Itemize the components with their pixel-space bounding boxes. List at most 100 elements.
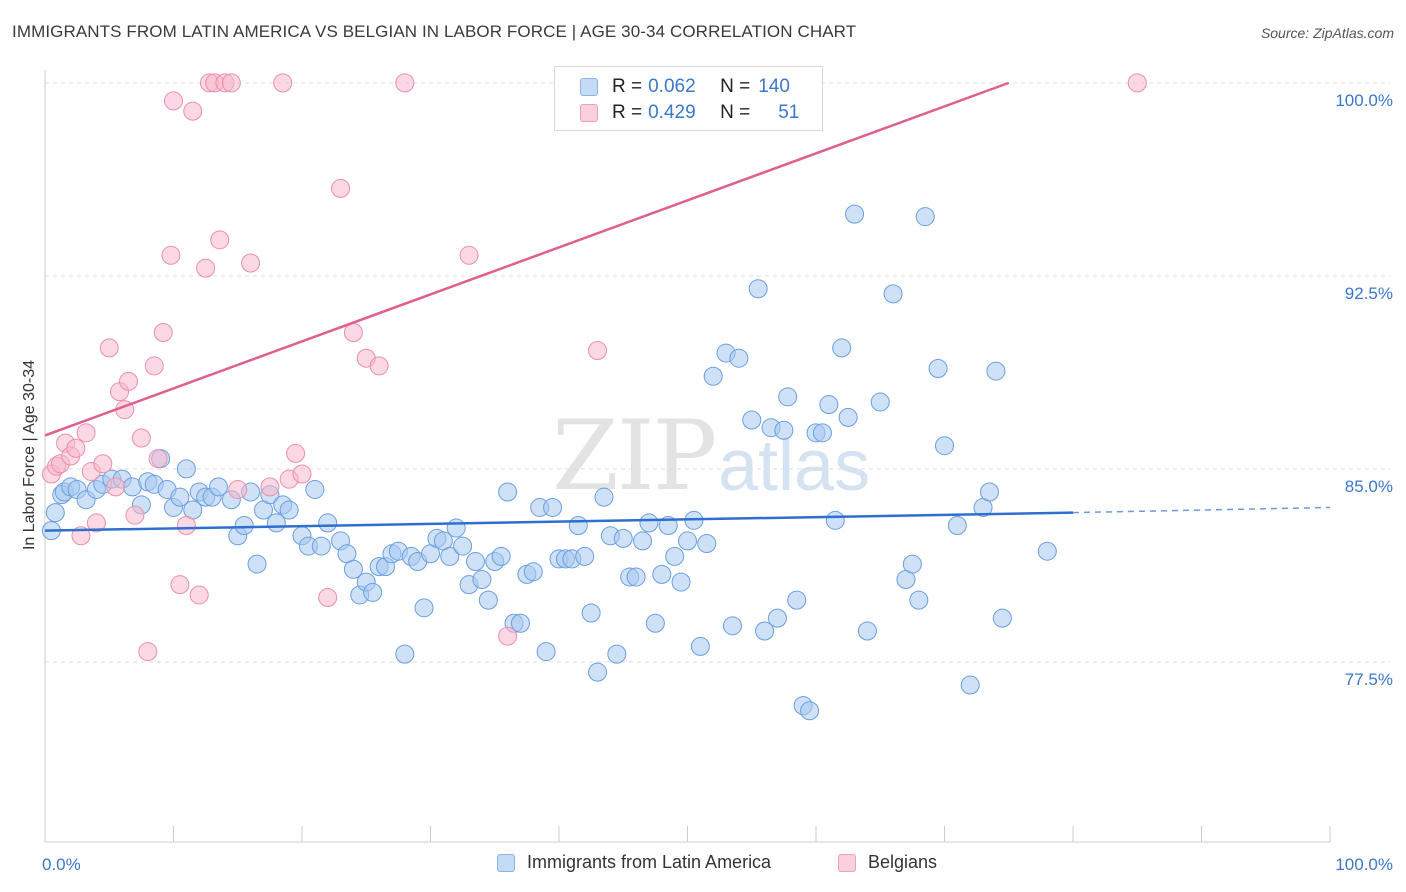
data-point-latin-america (690, 636, 710, 656)
data-point-latin-america (440, 546, 460, 566)
data-point-latin-america (395, 644, 415, 664)
data-point-latin-america (1037, 541, 1057, 561)
data-point-latin-america (755, 621, 775, 641)
data-point-belgians (99, 338, 119, 358)
data-point-latin-america (234, 515, 254, 535)
trend-lines (44, 81, 1331, 532)
data-point-latin-america (613, 528, 633, 548)
x-tick-label: 100.0% (1335, 855, 1393, 874)
y-tick-label: 85.0% (1345, 477, 1393, 496)
data-point-latin-america (247, 554, 267, 574)
legend-swatch-blue (497, 853, 515, 872)
y-tick-label: 100.0% (1335, 91, 1393, 110)
data-point-latin-america (870, 392, 890, 412)
data-point-latin-america (594, 487, 614, 507)
data-point-latin-america (208, 477, 228, 497)
legend-r-label: R = (612, 76, 643, 97)
legend-r-value: 0.062 (648, 76, 696, 97)
data-point-belgians (318, 588, 338, 608)
data-point-latin-america (633, 531, 653, 551)
data-point-latin-america (568, 515, 588, 535)
data-point-latin-america (170, 487, 190, 507)
data-point-latin-america (498, 482, 518, 502)
data-point-belgians (196, 258, 216, 278)
legend-r-label: R = (612, 102, 643, 123)
data-point-latin-america (465, 552, 485, 572)
data-point-latin-america (453, 536, 473, 556)
legend-row-latin-america: R = 0.062 N = 140 (580, 75, 790, 99)
chart-title: IMMIGRANTS FROM LATIN AMERICA VS BELGIAN… (12, 22, 857, 41)
data-point-belgians (286, 443, 306, 463)
correlation-legend: R = 0.062 N = 140 R = 0.429 N = 51 (554, 66, 823, 131)
y-axis-title: In Labor Force | Age 30-34 (21, 360, 38, 550)
data-point-latin-america (318, 513, 338, 533)
data-point-latin-america (909, 590, 929, 610)
data-point-latin-america (812, 423, 832, 443)
data-point-belgians (395, 73, 415, 93)
trend-line-latin-america-extension (1072, 506, 1331, 514)
data-point-latin-america (678, 531, 697, 551)
data-point-latin-america (729, 348, 749, 368)
data-point-latin-america (510, 613, 530, 633)
data-point-belgians (176, 515, 196, 535)
data-point-latin-america (838, 407, 858, 427)
data-point-belgians (273, 73, 293, 93)
data-point-belgians (153, 322, 173, 342)
axes (44, 70, 1331, 843)
data-point-belgians (138, 642, 158, 662)
data-point-latin-america (979, 482, 999, 502)
data-point-belgians (148, 449, 168, 469)
data-point-belgians (119, 371, 139, 391)
data-point-latin-america (472, 570, 492, 590)
legend-swatch-pink (580, 104, 598, 122)
data-point-latin-america (986, 361, 1006, 381)
data-point-latin-america (176, 459, 196, 479)
data-point-latin-america (832, 338, 852, 358)
data-point-latin-america (305, 479, 325, 499)
data-point-belgians (260, 477, 280, 497)
data-point-latin-america (536, 642, 556, 662)
series-legend: Immigrants from Latin America Belgians (0, 852, 1406, 878)
data-point-latin-america (588, 662, 608, 682)
data-point-latin-america (960, 675, 980, 695)
data-point-belgians (86, 513, 106, 533)
data-point-latin-america (343, 559, 363, 579)
data-point-belgians (144, 356, 164, 376)
legend-item-belgians: Belgians (838, 852, 937, 873)
data-point-latin-america (363, 582, 383, 602)
data-point-latin-america (787, 590, 807, 610)
data-point-belgians (161, 245, 181, 265)
data-point-belgians (498, 626, 518, 646)
data-point-belgians (164, 91, 183, 111)
data-point-latin-america (671, 572, 691, 592)
data-point-latin-america (915, 207, 935, 227)
legend-label-latin-america: Immigrants from Latin America (527, 852, 772, 872)
data-point-belgians (331, 178, 351, 198)
data-point-latin-america (742, 410, 762, 430)
data-point-latin-america (311, 536, 331, 556)
data-point-latin-america (645, 613, 665, 633)
data-point-latin-america (581, 603, 601, 623)
x-tick-label: 0.0% (42, 855, 81, 874)
data-point-latin-america (575, 546, 595, 566)
data-point-latin-america (857, 621, 877, 641)
data-point-belgians (292, 464, 312, 484)
data-point-belgians (131, 428, 151, 448)
data-point-latin-america (819, 395, 839, 415)
data-point-latin-america (607, 644, 627, 664)
watermark-zip: ZIP (552, 400, 717, 512)
legend-n-label: N = (720, 76, 751, 97)
data-point-belgians (189, 585, 209, 605)
data-point-latin-america (778, 387, 798, 407)
data-point-latin-america (947, 515, 967, 535)
data-point-belgians (106, 477, 126, 497)
data-point-latin-america (992, 608, 1012, 628)
data-point-belgians (170, 575, 190, 595)
data-point-latin-america (543, 497, 563, 517)
data-point-belgians (221, 73, 241, 93)
legend-swatch-pink (838, 853, 856, 872)
data-point-latin-america (523, 562, 543, 582)
trend-line-belgians (44, 81, 1010, 437)
data-point-latin-america (800, 701, 820, 721)
